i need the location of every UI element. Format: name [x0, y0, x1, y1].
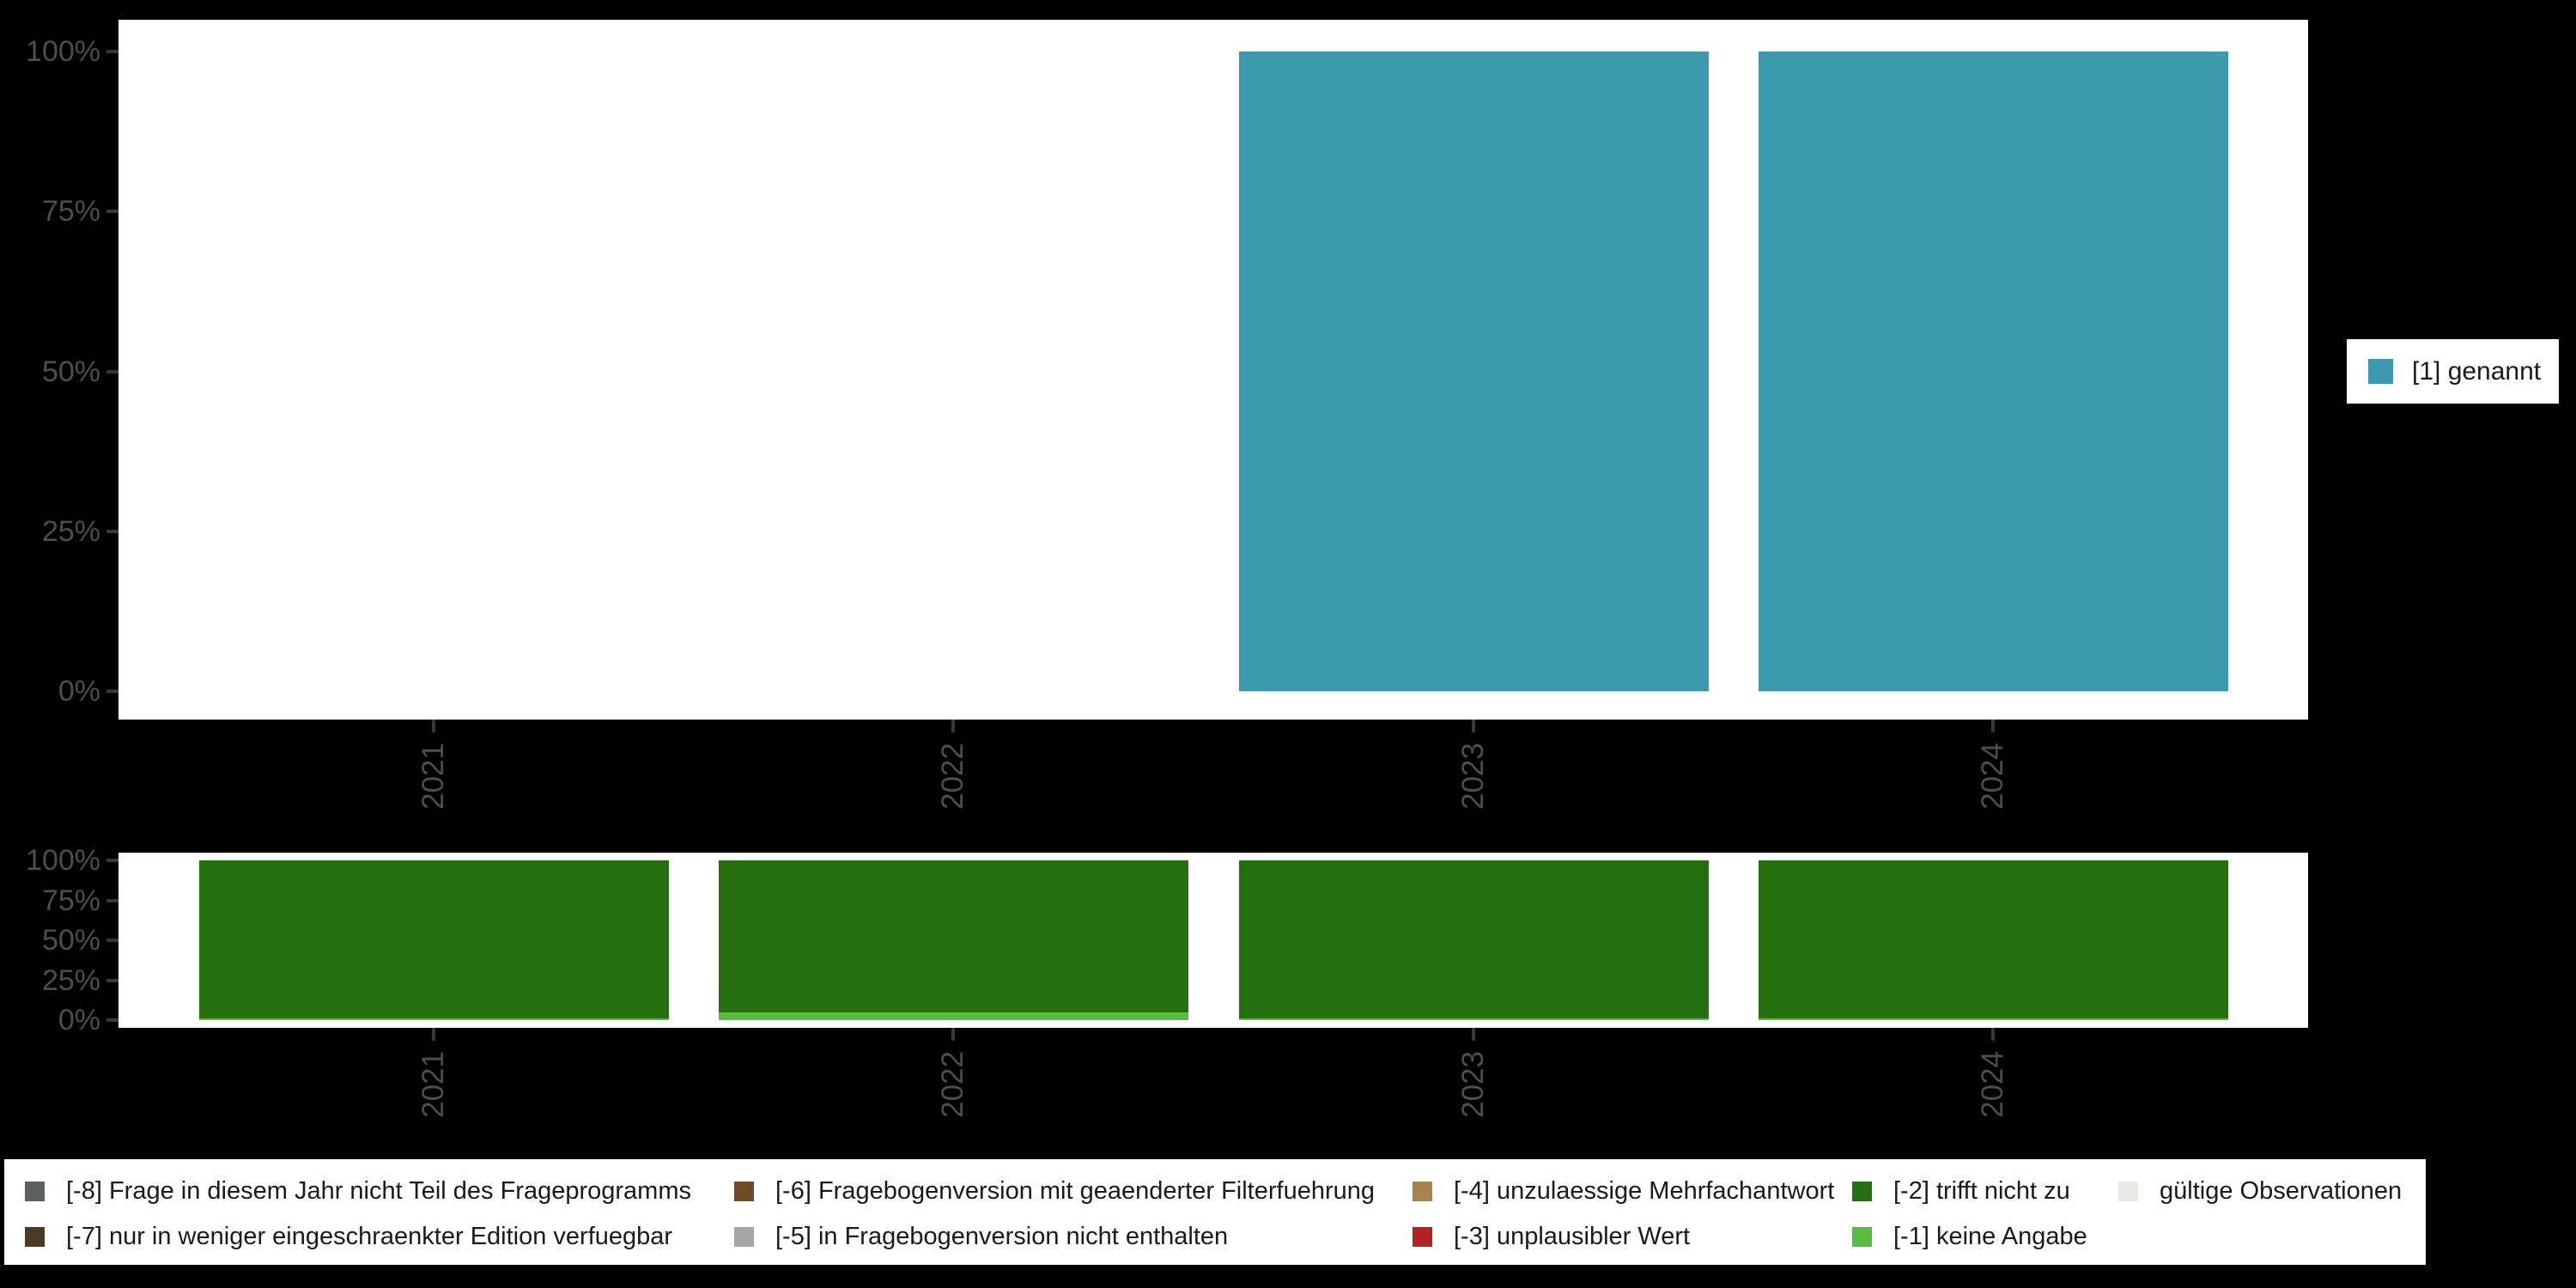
top-panel-plot-area [118, 20, 2308, 720]
legend-swatch [1852, 1181, 1872, 1201]
bar-2024--2-trifft-nicht-zu [1758, 860, 2228, 1019]
bar-2022--1-keine-angabe [718, 1012, 1188, 1020]
bottom-legend-item: [-8] Frage in diesem Jahr nicht Teil des… [25, 1171, 691, 1211]
bottom-legend-item: [-7] nur in weniger eingeschraenkter Edi… [25, 1217, 672, 1256]
legend-swatch [734, 1181, 754, 1201]
bar-2021--2-trifft-nicht-zu [198, 860, 669, 1019]
bar-2023--2-trifft-nicht-zu [1238, 860, 1709, 1019]
bar-2022--2-trifft-nicht-zu [718, 860, 1188, 1012]
right-legend: [1] genannt [2347, 339, 2559, 404]
x-axis-tick [1472, 1028, 1475, 1041]
y-axis-label: 100% [26, 844, 100, 877]
legend-label: [-3] unplausibler Wert [1454, 1222, 1691, 1250]
x-axis-label-2023: 2023 [1456, 743, 1490, 810]
x-axis-tick [432, 720, 435, 732]
x-axis-tick [1991, 720, 1995, 732]
bottom-panel-plot-area [118, 853, 2308, 1028]
bottom-legend: [-8] Frage in diesem Jahr nicht Teil des… [4, 1159, 2426, 1265]
y-axis-tick [106, 210, 118, 214]
legend-swatch [2368, 359, 2393, 384]
y-axis-tick [106, 1018, 118, 1022]
legend-swatch [1413, 1226, 1432, 1247]
legend-swatch [25, 1226, 45, 1247]
legend-label: [-4] unzulaessige Mehrfachantwort [1454, 1176, 1835, 1205]
bottom-legend-item: [-6] Fragebogenversion mit geaenderter F… [734, 1171, 1375, 1211]
y-axis-tick [106, 50, 118, 53]
bar-2021--1-keine-angabe [198, 1018, 669, 1020]
y-axis-tick [106, 690, 118, 693]
legend-swatch [1852, 1226, 1872, 1247]
legend-label: [-2] trifft nicht zu [1893, 1176, 2070, 1205]
legend-label: [-5] in Fragebogenversion nicht enthalte… [775, 1222, 1229, 1250]
bottom-legend-item: [-5] in Fragebogenversion nicht enthalte… [734, 1217, 1228, 1256]
bottom-legend-item: gültige Observationen [2118, 1171, 2402, 1211]
bar-2023--1-keine-angabe [1238, 1018, 1709, 1020]
legend-label: [-7] nur in weniger eingeschraenkter Edi… [66, 1222, 673, 1250]
y-axis-tick [106, 529, 118, 533]
y-axis-tick [106, 978, 118, 982]
legend-label: [-8] Frage in diesem Jahr nicht Teil des… [66, 1176, 691, 1205]
x-axis-tick [432, 1028, 435, 1041]
bottom-legend-item: [-1] keine Angabe [1852, 1217, 2087, 1256]
y-axis-label: 0% [58, 1004, 100, 1036]
x-axis-label-2021: 2021 [416, 743, 450, 810]
bottom-legend-item: [-2] trifft nicht zu [1852, 1171, 2070, 1211]
legend-swatch [1413, 1181, 1432, 1201]
y-axis-label: 50% [41, 924, 100, 957]
legend-label: [-1] keine Angabe [1893, 1222, 2087, 1250]
y-axis-label: 75% [41, 195, 100, 228]
legend-swatch [25, 1181, 45, 1201]
legend-label: [1] genannt [2412, 356, 2542, 386]
y-axis-label: 50% [41, 355, 100, 388]
y-axis-label: 25% [41, 514, 100, 548]
x-axis-label-2024: 2024 [1976, 743, 2009, 810]
x-axis-label-2022: 2022 [936, 743, 969, 810]
x-axis-tick [951, 720, 955, 732]
bar-2024--1-keine-angabe [1758, 1018, 2228, 1020]
bottom-legend-item: [-3] unplausibler Wert [1413, 1217, 1690, 1256]
x-axis-tick [1991, 1028, 1995, 1041]
x-axis-tick [951, 1028, 955, 1041]
bottom-legend-item: [-4] unzulaessige Mehrfachantwort [1413, 1171, 1834, 1211]
legend-swatch [2118, 1181, 2138, 1201]
x-axis-tick [1472, 720, 1475, 732]
y-axis-label: 25% [41, 963, 100, 997]
y-axis-tick [106, 898, 118, 902]
y-axis-label: 0% [58, 675, 100, 708]
bar-2023--1-genannt [1238, 52, 1709, 691]
right-legend-item: [1] genannt [2368, 339, 2541, 404]
y-axis-label: 75% [41, 884, 100, 917]
y-axis-tick [106, 859, 118, 862]
y-axis-tick [106, 369, 118, 374]
legend-swatch [734, 1226, 754, 1247]
legend-label: [-6] Fragebogenversion mit geaenderter F… [775, 1176, 1375, 1205]
legend-label: gültige Observationen [2160, 1176, 2403, 1205]
y-axis-tick [106, 939, 118, 942]
bar-2024--1-genannt [1758, 52, 2228, 691]
y-axis-label: 100% [26, 35, 100, 68]
